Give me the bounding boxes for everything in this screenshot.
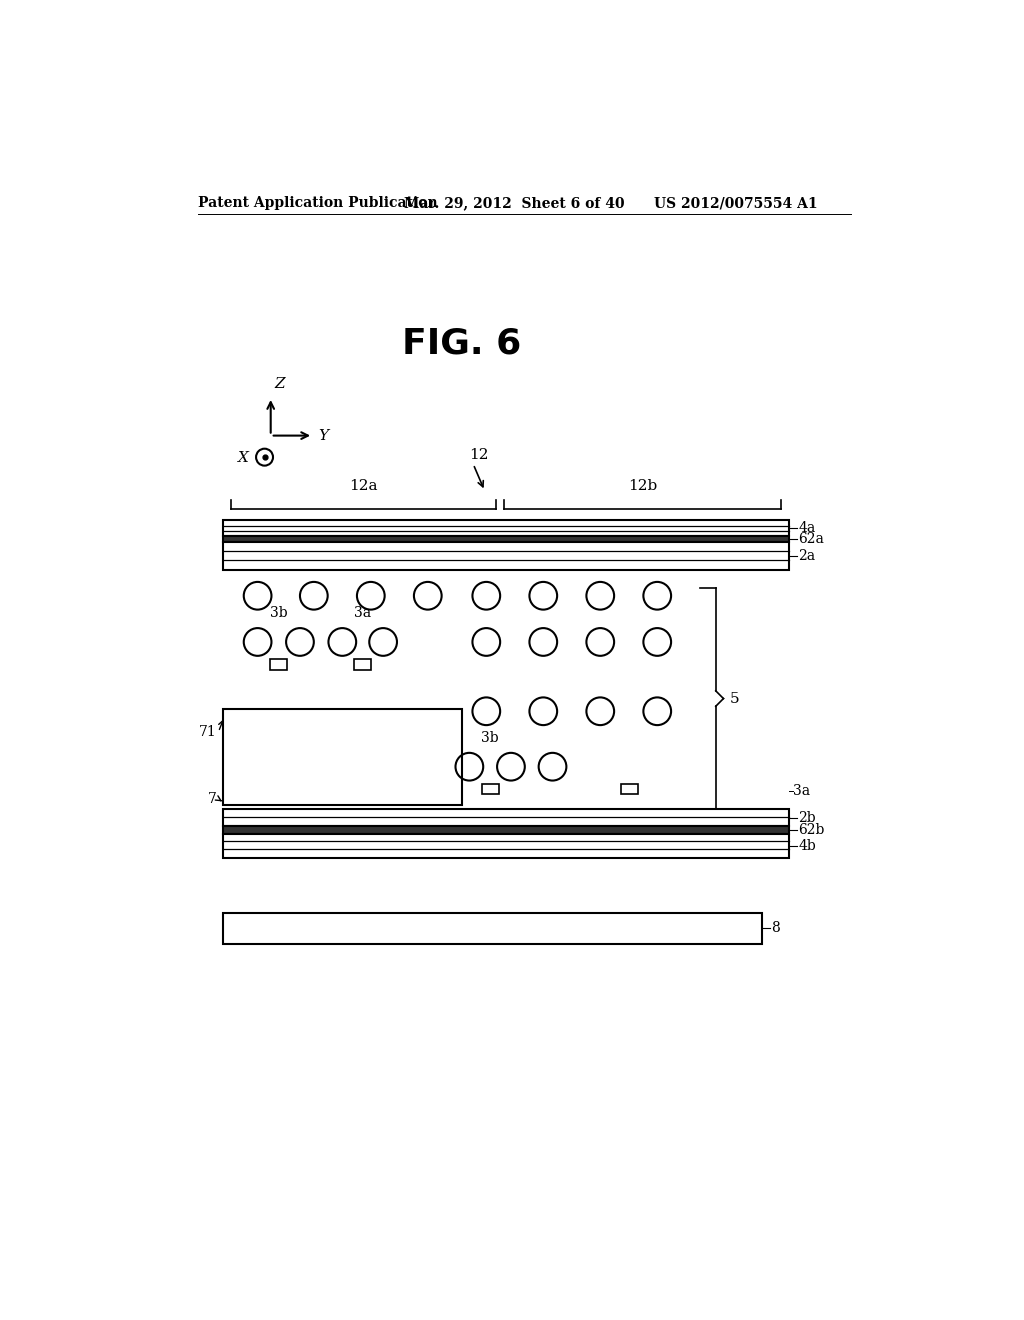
Text: 2a: 2a: [798, 549, 815, 564]
Bar: [223, 520, 788, 536]
Text: 4b: 4b: [798, 840, 816, 853]
Text: Patent Application Publication: Patent Application Publication: [199, 197, 438, 210]
Text: 71: 71: [199, 725, 217, 739]
Bar: [270, 659, 288, 669]
Text: Mar. 29, 2012  Sheet 6 of 40: Mar. 29, 2012 Sheet 6 of 40: [403, 197, 625, 210]
Text: 62a: 62a: [798, 532, 824, 545]
Bar: [481, 784, 499, 795]
Text: 12: 12: [469, 447, 488, 462]
Bar: [223, 809, 788, 826]
Text: X: X: [239, 451, 249, 465]
Text: 7: 7: [208, 792, 217, 807]
Text: 12b: 12b: [628, 479, 657, 494]
Text: Z: Z: [274, 378, 285, 391]
Bar: [621, 784, 638, 795]
Text: 3a: 3a: [793, 784, 810, 799]
Text: FIG. 6: FIG. 6: [402, 326, 521, 360]
Bar: [223, 709, 462, 805]
Bar: [223, 536, 788, 543]
Text: 8: 8: [771, 921, 780, 936]
Bar: [223, 826, 788, 834]
Text: US 2012/0075554 A1: US 2012/0075554 A1: [654, 197, 818, 210]
Bar: [354, 659, 371, 669]
Bar: [223, 913, 762, 944]
Text: 3a: 3a: [354, 606, 372, 620]
Text: 2b: 2b: [798, 810, 816, 825]
Text: 62b: 62b: [798, 822, 824, 837]
Text: 5: 5: [730, 692, 739, 706]
Text: 3b: 3b: [481, 731, 499, 744]
Text: 3b: 3b: [270, 606, 288, 620]
Text: 4a: 4a: [798, 521, 815, 535]
Text: Y: Y: [318, 429, 329, 444]
Text: 12a: 12a: [349, 479, 378, 494]
Bar: [223, 543, 788, 570]
Bar: [223, 834, 788, 858]
